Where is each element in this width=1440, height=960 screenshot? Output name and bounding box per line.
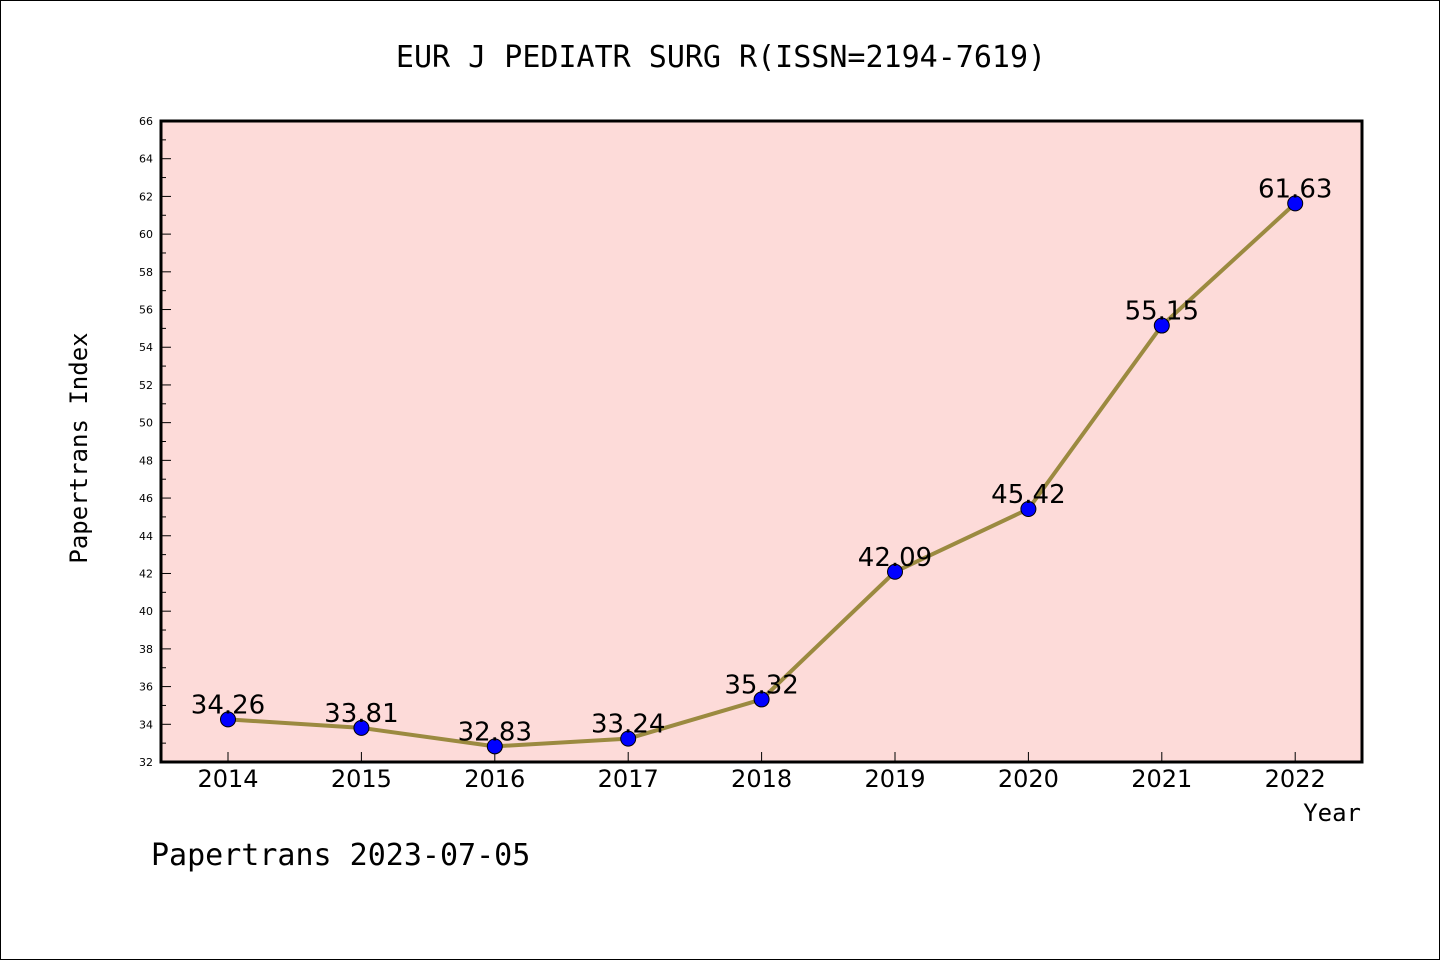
data-label: 61.63 [1258,174,1332,204]
x-tick-label: 2018 [731,765,792,793]
data-label: 45.42 [991,480,1065,510]
x-axis-label: Year [1303,799,1361,827]
chart-title: EUR J PEDIATR SURG R(ISSN=2194-7619) [396,40,1046,75]
y-tick-label: 44 [139,530,153,543]
y-tick-label: 52 [139,379,153,392]
data-point [620,730,637,747]
data-point [1153,317,1170,334]
y-tick-label: 58 [139,266,153,279]
x-tick-label: 2019 [864,765,925,793]
y-tick-label: 48 [139,454,153,467]
y-tick-label: 62 [139,190,153,203]
y-tick-label: 64 [139,153,153,166]
data-label: 33.81 [324,699,398,729]
y-tick-label: 56 [139,304,153,317]
data-point [1287,195,1304,212]
x-tick-label: 2014 [197,765,258,793]
data-point [486,738,503,755]
y-tick-label: 36 [139,681,153,694]
plot-border [159,119,1364,764]
data-point [1020,500,1037,517]
y-tick-label: 42 [139,567,153,580]
x-tick-label: 2017 [598,765,659,793]
data-point [353,719,370,736]
y-axis-label: Papertrans Index [65,332,93,563]
y-tick-label: 66 [139,115,153,128]
y-tick-label: 54 [139,341,153,354]
y-tick-label: 50 [139,417,153,430]
data-point [753,691,770,708]
data-label: 35.32 [724,670,798,700]
data-label: 42.09 [858,543,932,573]
x-tick-label: 2015 [331,765,392,793]
y-tick-label: 60 [139,228,153,241]
data-label: 55.15 [1125,297,1199,327]
x-tick-label: 2022 [1265,765,1326,793]
x-tick-label: 2020 [998,765,1059,793]
x-tick-label: 2021 [1131,765,1192,793]
series-layer: 34.26 33.81 32.83 33.24 35.32 42.09 45.42 55.15… [191,174,1332,755]
data-label: 33.24 [591,710,665,740]
y-tick-label: 46 [139,492,153,505]
data-label: 32.83 [458,717,532,747]
plot-area [161,121,1362,762]
y-tick-label: 32 [139,756,153,769]
x-axis: 2014 2015 2016 2017 2018 2019 2020 2021 2022 [197,752,1326,793]
data-point [220,711,236,728]
data-point [887,563,903,580]
y-tick-label: 34 [139,718,153,731]
x-tick-label: 2016 [464,765,525,793]
y-tick-label: 38 [139,643,153,656]
footer-text: Papertrans 2023-07-05 [151,838,530,873]
y-axis: 32 34 36 38 40 42 44 46 48 50 52 54 56 58 60 62 64 66 [139,115,171,769]
y-tick-label: 40 [139,605,153,618]
data-label: 34.26 [191,690,265,720]
